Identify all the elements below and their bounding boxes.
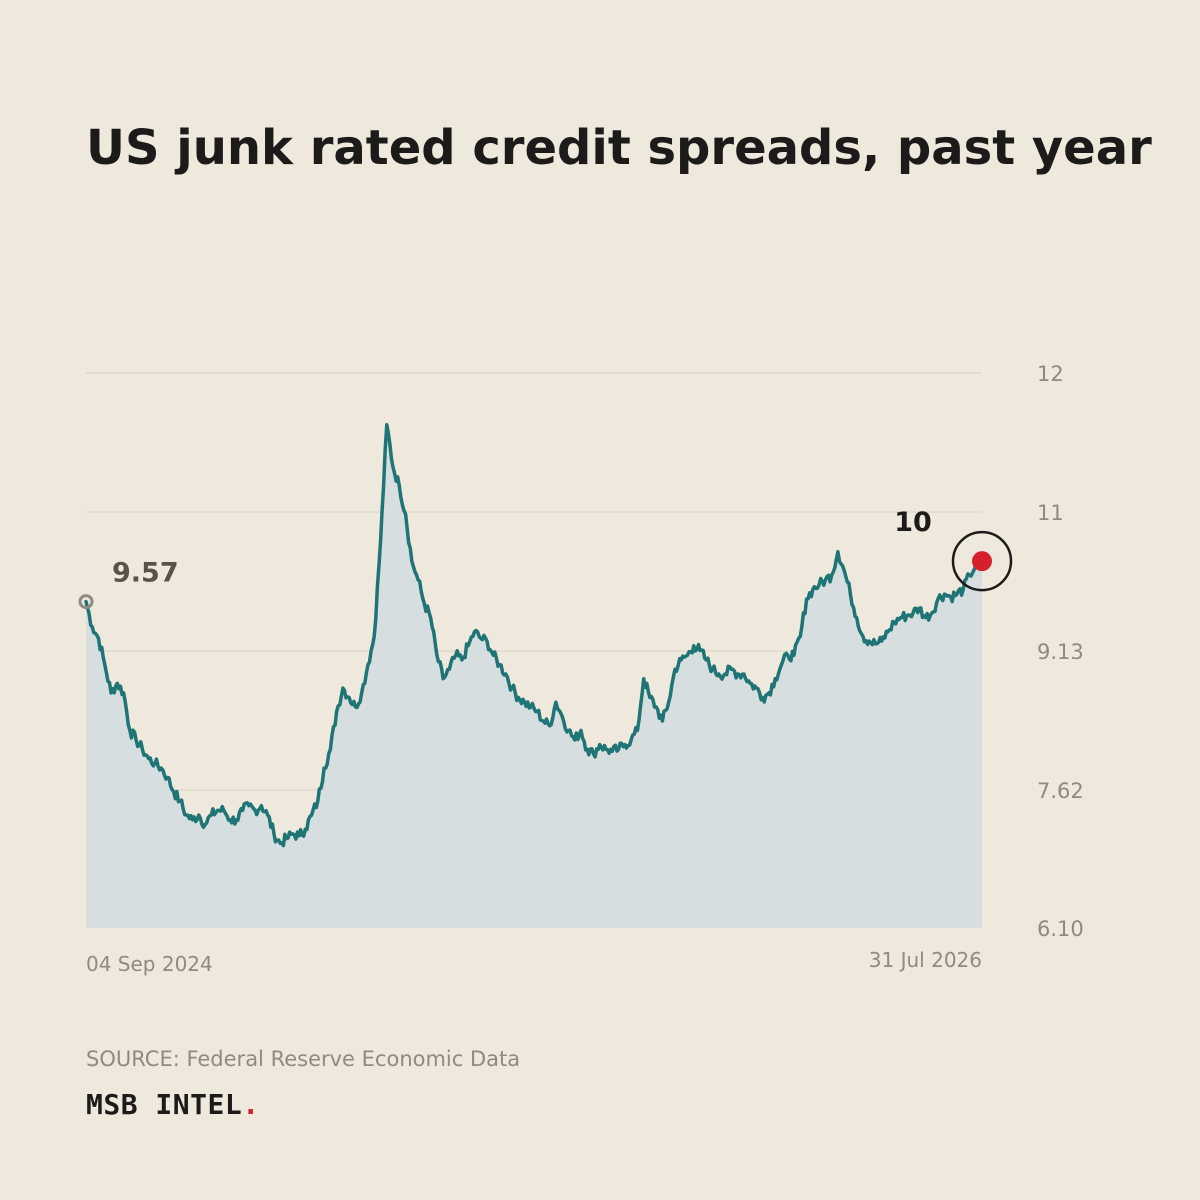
y-tick-label: 12 [1037,362,1064,386]
y-tick-label: 9.13 [1037,640,1084,664]
y-axis-ticks: 12 11 9.13 7.62 6.10 [1037,362,1084,941]
start-point-marker [78,594,94,610]
series-line [84,422,984,848]
end-point-ring [951,530,1013,592]
brand-name: MSB INTEL [86,1088,243,1121]
start-value-label: 9.57 [112,558,179,589]
y-tick-label: 6.10 [1037,917,1084,941]
end-point-marker [972,551,992,572]
chart-title: US junk rated credit spreads, past year [86,120,1152,176]
x-axis-start-label: 04 Sep 2024 [86,952,213,976]
x-axis-end-label: 31 Jul 2026 [869,948,982,972]
brand-logo: MSB INTEL. [86,1088,260,1121]
y-tick-label: 7.62 [1037,779,1084,803]
source-note: SOURCE: Federal Reserve Economic Data [86,1047,521,1071]
brand-dot: . [242,1088,260,1121]
y-tick-label: 11 [1037,501,1064,525]
end-value-label: 10 [894,507,932,538]
series-area [86,424,982,928]
